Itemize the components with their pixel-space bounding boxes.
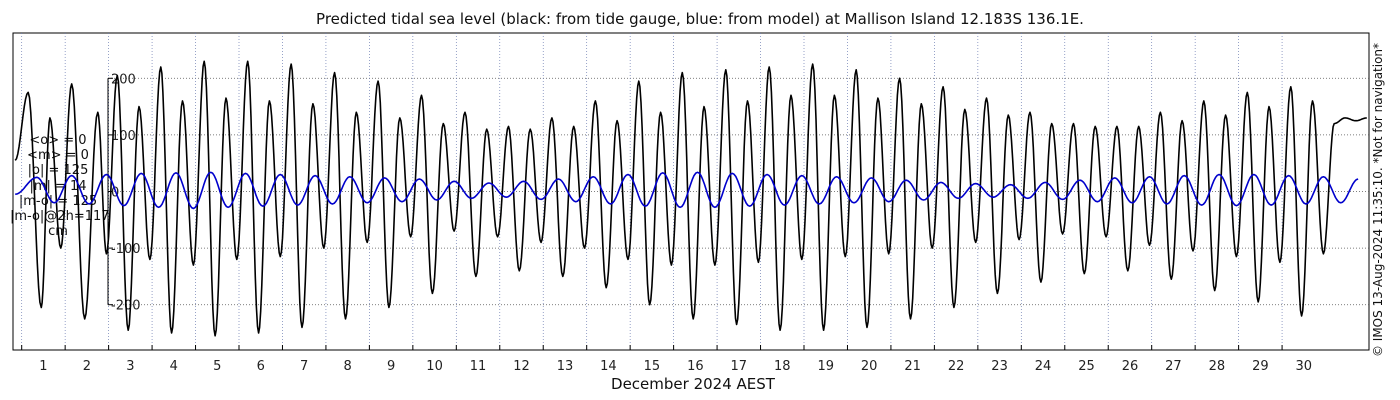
x-tick-label: 30 (1296, 359, 1313, 374)
x-tick-label: 20 (861, 359, 878, 374)
x-tick-label: 18 (774, 359, 791, 374)
stats-line: |o| = 125 (27, 163, 89, 179)
x-tick-label: 2 (83, 359, 91, 374)
series-line-from-model (15, 171, 1359, 210)
x-tick-label: 23 (991, 359, 1008, 374)
x-tick-label: 17 (731, 359, 748, 374)
x-tick-label: 10 (426, 359, 443, 374)
x-tick-label: 3 (126, 359, 134, 374)
x-tick-label: 21 (904, 359, 921, 374)
chart-title: Predicted tidal sea level (black: from t… (316, 10, 1084, 28)
x-tick-label: 27 (1165, 359, 1182, 374)
x-tick-label: 19 (817, 359, 834, 374)
x-tick-label: 16 (687, 359, 704, 374)
series-group (14, 60, 1367, 337)
x-tick-label: 9 (387, 359, 395, 374)
x-tick-label: 15 (644, 359, 661, 374)
x-tick-label: 28 (1209, 359, 1226, 374)
x-tick-label: 24 (1035, 359, 1052, 374)
x-tick-label: 5 (213, 359, 221, 374)
x-tick-label: 7 (300, 359, 308, 374)
stats-line: |m| = 14 (29, 178, 87, 194)
x-tick-label: 26 (1122, 359, 1139, 374)
x-tick-label: 8 (344, 359, 352, 374)
x-tick-label: 25 (1078, 359, 1095, 374)
grid-lines (21, 33, 1369, 350)
x-tick-label: 11 (470, 359, 487, 374)
y-tick-label: -100 (111, 242, 141, 257)
x-tick-label: 6 (257, 359, 265, 374)
x-axis-label: December 2024 AEST (611, 375, 775, 393)
y-tick-label: 200 (111, 72, 136, 87)
x-tick-label: 29 (1252, 359, 1269, 374)
x-tick-label: 4 (170, 359, 178, 374)
series-line-from-tide-gauge (14, 60, 1367, 337)
x-tick-label: 22 (948, 359, 965, 374)
y-tick-label: 100 (111, 129, 136, 144)
x-tick-label: 14 (600, 359, 617, 374)
stats-line: <o> = 0 (29, 133, 87, 148)
x-tick-label: 13 (557, 359, 574, 374)
x-tick-label: 12 (513, 359, 530, 374)
x-axis: 1 2 3 4 5 6 7 8 9 10 11 12 13 14 15 16 17 18 19 20 21 22 23 24 2… (21, 345, 1313, 374)
y-tick-label: 0 (111, 186, 119, 201)
stats-line: <m> = 0 (27, 148, 89, 164)
x-tick-label: 1 (39, 359, 47, 374)
